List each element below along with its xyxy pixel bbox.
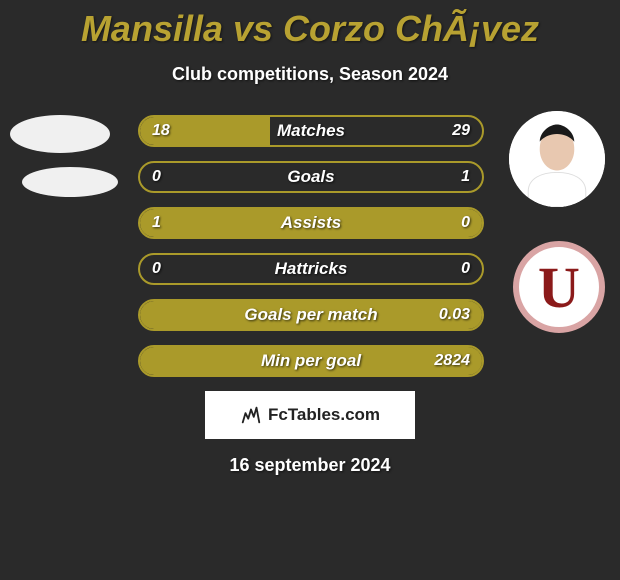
date-text: 16 september 2024 (0, 455, 620, 476)
left-club-logo (22, 167, 118, 197)
stat-value-right: 0.03 (439, 306, 470, 324)
stat-label: Matches (140, 121, 482, 141)
stat-row: Assists1 0 (138, 207, 484, 239)
stat-value-left: 0 (152, 168, 161, 186)
page-title: Mansilla vs Corzo ChÃ¡vez (0, 0, 620, 50)
stat-row: Matches18 29 (138, 115, 484, 147)
stat-label: Hattricks (140, 259, 482, 279)
brand-footer: FcTables.com (205, 391, 415, 439)
brand-text: FcTables.com (268, 405, 380, 425)
stat-row: Goals0 1 (138, 161, 484, 193)
stat-value-left: 18 (152, 122, 170, 140)
comparison-content: U Matches1829Goals01Assists10Hattricks00… (0, 115, 620, 377)
stat-label: Min per goal (140, 351, 482, 371)
right-club-logo: U (513, 241, 605, 333)
stat-value-right: 0 (461, 214, 470, 232)
stat-row: Min per goal2824 (138, 345, 484, 377)
stat-row: Goals per match0.03 (138, 299, 484, 331)
stat-value-right: 1 (461, 168, 470, 186)
right-player-avatar (509, 111, 605, 207)
left-player-avatar (10, 115, 110, 153)
subtitle: Club competitions, Season 2024 (0, 64, 620, 85)
stat-value-right: 2824 (434, 352, 470, 370)
stat-row: Hattricks0 0 (138, 253, 484, 285)
stat-label: Goals per match (140, 305, 482, 325)
stat-label: Goals (140, 167, 482, 187)
club-letter: U (538, 254, 580, 321)
fctables-logo-icon (240, 404, 262, 426)
stat-value-right: 29 (452, 122, 470, 140)
stat-value-left: 1 (152, 214, 161, 232)
stat-value-right: 0 (461, 260, 470, 278)
stat-label: Assists (140, 213, 482, 233)
comparison-bars: Matches1829Goals01Assists10Hattricks00Go… (138, 115, 484, 377)
player-silhouette-icon (509, 111, 605, 207)
stat-value-left: 0 (152, 260, 161, 278)
